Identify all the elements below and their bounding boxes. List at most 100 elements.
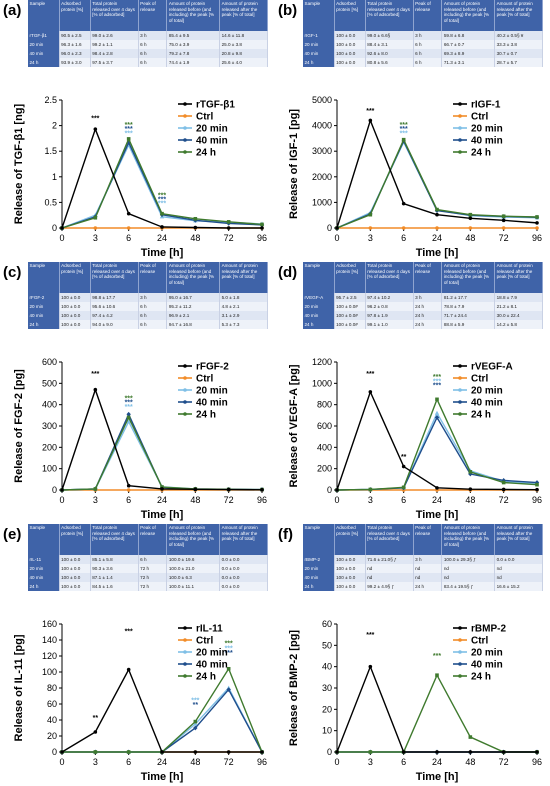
data-point [435,486,439,490]
data-point [335,488,339,492]
table-header-cell: Total protein released over 4 days [% of… [90,262,139,293]
table-cell: 6 h [138,58,168,67]
x-axis-title: Time [h] [141,509,184,521]
data-point [434,415,440,420]
data-point [226,220,231,224]
y-tick-label: 1000 [312,197,332,207]
table-row: 40 min 96.0 ± 2.3 98.4 ± 2.8 6 h 79.2 ± 7.8 2… [28,49,268,58]
legend-marker [458,376,462,380]
table-cell: 100 ± 0.0# [334,311,366,320]
table-cell: 24 h [413,302,443,311]
table-row: 24 h 93.9 ± 3.0 97.5 ± 3.7 6 h 74.4 ± 1.9 25.… [28,58,268,67]
legend-label: rIGF-1 [471,100,501,111]
y-tick-label: 40 [47,715,57,725]
data-point [468,212,473,217]
table-cell: 99.1 ± 1.0 [365,320,414,329]
significance-marker: *** [125,629,133,636]
legend-label: Ctrl [471,112,488,123]
data-point [368,664,373,669]
table-cell: 5.3 ± 7.3 [219,320,268,329]
release-table: Sample Adsorbed protein [%] Total protein … [303,524,543,591]
legend-label: 20 min [196,124,228,135]
significance-marker: *** [225,641,233,648]
y-tick-label: 40 [322,662,332,672]
significance-marker: *** [125,126,133,133]
table-cell: 83.4 ± 19.5§ ƒ [441,582,496,591]
table-header-cell: Adsorbed protein [%] [59,262,91,293]
significance-marker: *** [125,400,133,407]
series-line [62,667,263,753]
table-cell: nd [365,573,414,582]
data-point [535,482,539,487]
release-table: Sample Adsorbed protein [%] Total protein … [303,0,543,67]
significance-marker: ** [401,454,407,461]
legend-marker [183,138,187,142]
table-cell: 100 ± 0.0 [334,582,366,591]
data-point [193,487,198,492]
data-point [93,750,98,754]
y-axis-title: Release of TGF-β1 [ng] [13,103,25,224]
table-cell: 0.0 ± 0.0 [494,555,543,564]
legend-marker [458,638,462,642]
table-header-cell: Peak of release [413,524,443,555]
data-point [260,487,264,492]
table-row: 24 h 100 ± 0.0 99.2 ± 4.9§ ƒ 24 h 83.4 ± 19.… [303,582,543,591]
table-cell: rTGF-β1 [28,31,60,40]
significance-marker: *** [125,395,133,402]
y-tick-label: 300 [42,421,57,431]
table-cell: 20 min [28,302,60,311]
table-cell: 4.8 ± 2.1 [219,302,268,311]
x-axis-title: Time [h] [416,247,459,259]
x-tick-label: 96 [257,757,267,767]
data-point [226,667,231,671]
legend-label: 20 min [196,386,228,397]
table-cell: 20.8 ± 9.8 [219,49,268,58]
table-cell: rVEGF-A [303,293,335,302]
table-cell: 6 h [413,49,443,58]
table-cell: 24 h [28,582,60,591]
data-point [193,721,198,726]
table-row: rFGF-2 100 ± 0.0 98.8 ± 17.7 3 h 95.0 ± 16.7… [28,293,268,302]
significance-marker: *** [433,378,441,385]
x-tick-label: 3 [93,495,98,505]
y-tick-label: 60 [322,619,332,629]
table-cell: 100.0 ± 19.6 [166,555,221,564]
data-point [468,735,473,739]
data-point [501,487,506,492]
data-point [160,485,164,489]
data-point [193,750,198,754]
x-tick-label: 6 [401,495,406,505]
y-tick-label: 2 [52,121,57,131]
legend-marker [458,388,462,392]
table-header-cell: Peak of release [413,262,443,293]
legend-label: 24 h [196,672,216,683]
y-axis-title: Release of BMP-2 [pg] [288,630,300,746]
legend-label: 24 h [196,410,216,421]
table-cell: 100 ± 0.0 [59,555,91,564]
data-point [435,750,439,754]
table-cell: 80.8 ± 5.6 [365,58,414,67]
table-cell: 21.2 ± 8.1 [494,302,543,311]
legend-marker [183,126,187,130]
x-tick-label: 24 [157,233,167,243]
x-tick-label: 96 [532,233,542,243]
legend-marker [183,650,187,654]
legend-marker [183,626,187,630]
chart-panel: (a) Sample Adsorbed protein [%] Total prote… [0,0,275,262]
table-cell: 69.3 ± 8.9 [441,49,496,58]
data-point [435,226,439,230]
y-tick-label: 1 [52,172,57,182]
table-header-cell: Adsorbed protein [%] [334,262,366,293]
table-cell: 92.6 ± 8.0 [365,49,414,58]
data-point [535,750,539,754]
table-row: 24 h 100 ± 0.0 84.5 ± 1.6 72 h 100.0 ± 11.1 0… [28,582,268,591]
table-cell: 96.2 ± 0.8 [365,302,414,311]
table-cell: 97.4 ± 4.2 [90,311,139,320]
legend-label: 20 min [471,124,503,135]
legend-label: 20 min [471,386,503,397]
y-tick-label: 100 [42,667,57,677]
series-line [61,415,263,491]
table-cell: 71.7 ± 24.4 [441,311,496,320]
legend-label: 40 min [471,660,503,671]
table-cell: 71.6 ± 21.0§ ƒ [365,555,414,564]
